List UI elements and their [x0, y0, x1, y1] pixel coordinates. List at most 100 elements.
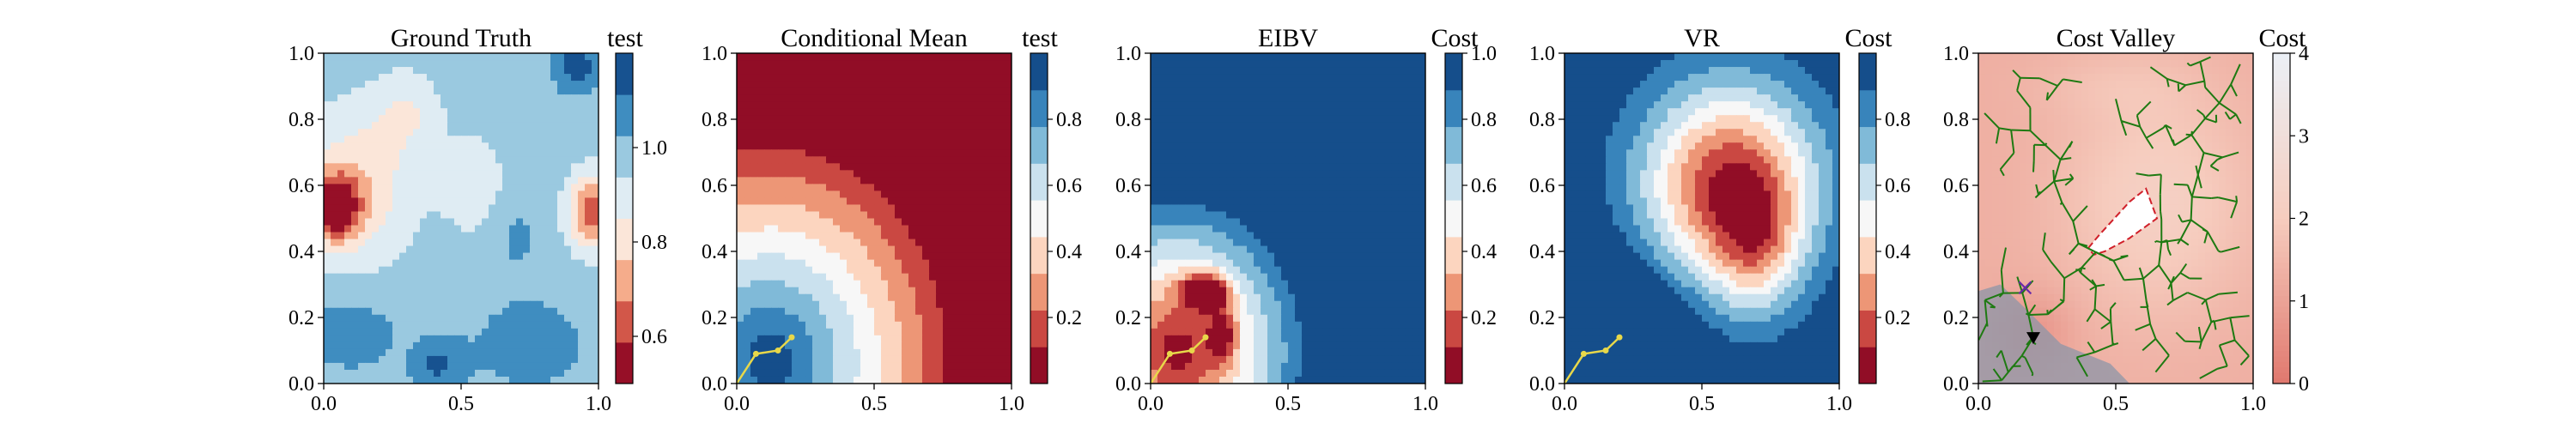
heatmap-cell	[358, 53, 366, 61]
heatmap-cell	[454, 300, 462, 309]
heatmap-cell	[771, 60, 779, 68]
heatmap-cell	[1350, 101, 1358, 109]
heatmap-cell	[399, 266, 407, 275]
heatmap-cell	[399, 341, 407, 350]
heatmap-cell	[826, 232, 834, 240]
heatmap-cell	[1398, 218, 1406, 227]
heatmap-cell	[1206, 67, 1213, 75]
heatmap-cell	[386, 129, 393, 136]
heatmap-cell	[427, 321, 434, 329]
heatmap-cell	[372, 239, 380, 247]
heatmap-cell	[386, 67, 393, 75]
heatmap-cell	[578, 108, 586, 116]
heatmap-cell	[799, 149, 806, 157]
heatmap-cell	[475, 60, 483, 68]
heatmap-cell	[1377, 53, 1385, 61]
heatmap-cell	[1398, 115, 1406, 123]
y-tick-label: 0.0	[289, 373, 314, 396]
heatmap-cell	[523, 53, 531, 61]
heatmap-cell	[881, 355, 889, 364]
heatmap-cell	[826, 362, 834, 371]
heatmap-cell	[819, 115, 827, 123]
heatmap-cell	[764, 341, 772, 350]
heatmap-cell	[530, 197, 538, 206]
heatmap-cell	[461, 232, 469, 240]
heatmap-cell	[509, 177, 517, 184]
heatmap-cell	[943, 67, 951, 75]
heatmap-cell	[991, 122, 999, 130]
heatmap-cell	[881, 190, 889, 199]
heatmap-cell	[557, 94, 565, 102]
heatmap-cell	[502, 81, 510, 88]
heatmap-cell	[1261, 129, 1268, 136]
heatmap-cell	[461, 225, 469, 233]
heatmap-cell	[908, 239, 916, 247]
heatmap-cell	[1412, 218, 1419, 227]
heatmap-cell	[358, 184, 366, 192]
heatmap-cell	[764, 266, 772, 275]
heatmap-cell	[957, 115, 964, 123]
heatmap-cell	[984, 184, 992, 192]
heatmap-cell	[495, 239, 503, 247]
heatmap-cell	[799, 348, 806, 357]
heatmap-cell	[420, 67, 428, 75]
heatmap-cell	[826, 115, 834, 123]
heatmap-cell	[1295, 74, 1303, 82]
heatmap-cell	[888, 94, 896, 102]
heatmap-cell	[1185, 170, 1193, 178]
heatmap-cell	[1192, 115, 1200, 123]
heatmap-cell	[509, 81, 517, 88]
heatmap-cell	[440, 122, 448, 130]
heatmap-cell	[902, 314, 909, 323]
heatmap-cell	[1357, 108, 1364, 116]
heatmap-cell	[771, 184, 779, 192]
heatmap-cell	[344, 163, 352, 171]
heatmap-cell	[372, 314, 380, 323]
heatmap-cell	[991, 369, 999, 378]
heatmap-cell	[523, 211, 531, 220]
heatmap-cell	[344, 156, 352, 164]
heatmap-cell	[1412, 81, 1419, 88]
heatmap-cell	[1178, 142, 1186, 150]
heatmap-cell	[867, 53, 875, 61]
heatmap-cell	[406, 376, 414, 384]
heatmap-cell	[1233, 225, 1241, 233]
heatmap-cell	[750, 245, 758, 254]
heatmap-cell	[1005, 211, 1012, 220]
heatmap-cell	[1405, 88, 1413, 95]
heatmap-cell	[805, 369, 813, 378]
heatmap-cell	[970, 252, 978, 261]
heatmap-cell	[454, 239, 462, 247]
heatmap-cell	[475, 108, 483, 116]
heatmap-cell	[1171, 197, 1179, 206]
heatmap-cell	[516, 122, 524, 130]
heatmap-cell	[331, 218, 338, 227]
heatmap-cell	[482, 204, 489, 213]
heatmap-cell	[1322, 94, 1330, 102]
heatmap-cell	[509, 287, 517, 295]
heatmap-cell	[1315, 225, 1323, 233]
heatmap-cell	[358, 94, 366, 102]
heatmap-cell	[337, 53, 345, 61]
heatmap-cell	[950, 341, 957, 350]
heatmap-cell	[447, 170, 455, 178]
heatmap-cell	[908, 321, 916, 329]
heatmap-cell	[337, 273, 345, 281]
heatmap-cell	[1178, 129, 1186, 136]
heatmap-cell	[915, 101, 923, 109]
heatmap-cell	[420, 108, 428, 116]
heatmap-cell	[1005, 369, 1012, 378]
heatmap-cell	[557, 108, 565, 116]
heatmap-cell	[785, 245, 793, 254]
heatmap-cell	[750, 190, 758, 199]
heatmap-cell	[1302, 115, 1309, 123]
heatmap-cell	[434, 170, 441, 178]
heatmap-cell	[1226, 170, 1234, 178]
heatmap-cell	[537, 335, 544, 343]
heatmap-cell	[895, 321, 902, 329]
heatmap-cell	[1419, 149, 1425, 157]
heatmap-cell	[379, 142, 386, 150]
heatmap-cell	[977, 341, 985, 350]
heatmap-cell	[778, 101, 786, 109]
heatmap-cell	[1267, 74, 1275, 82]
